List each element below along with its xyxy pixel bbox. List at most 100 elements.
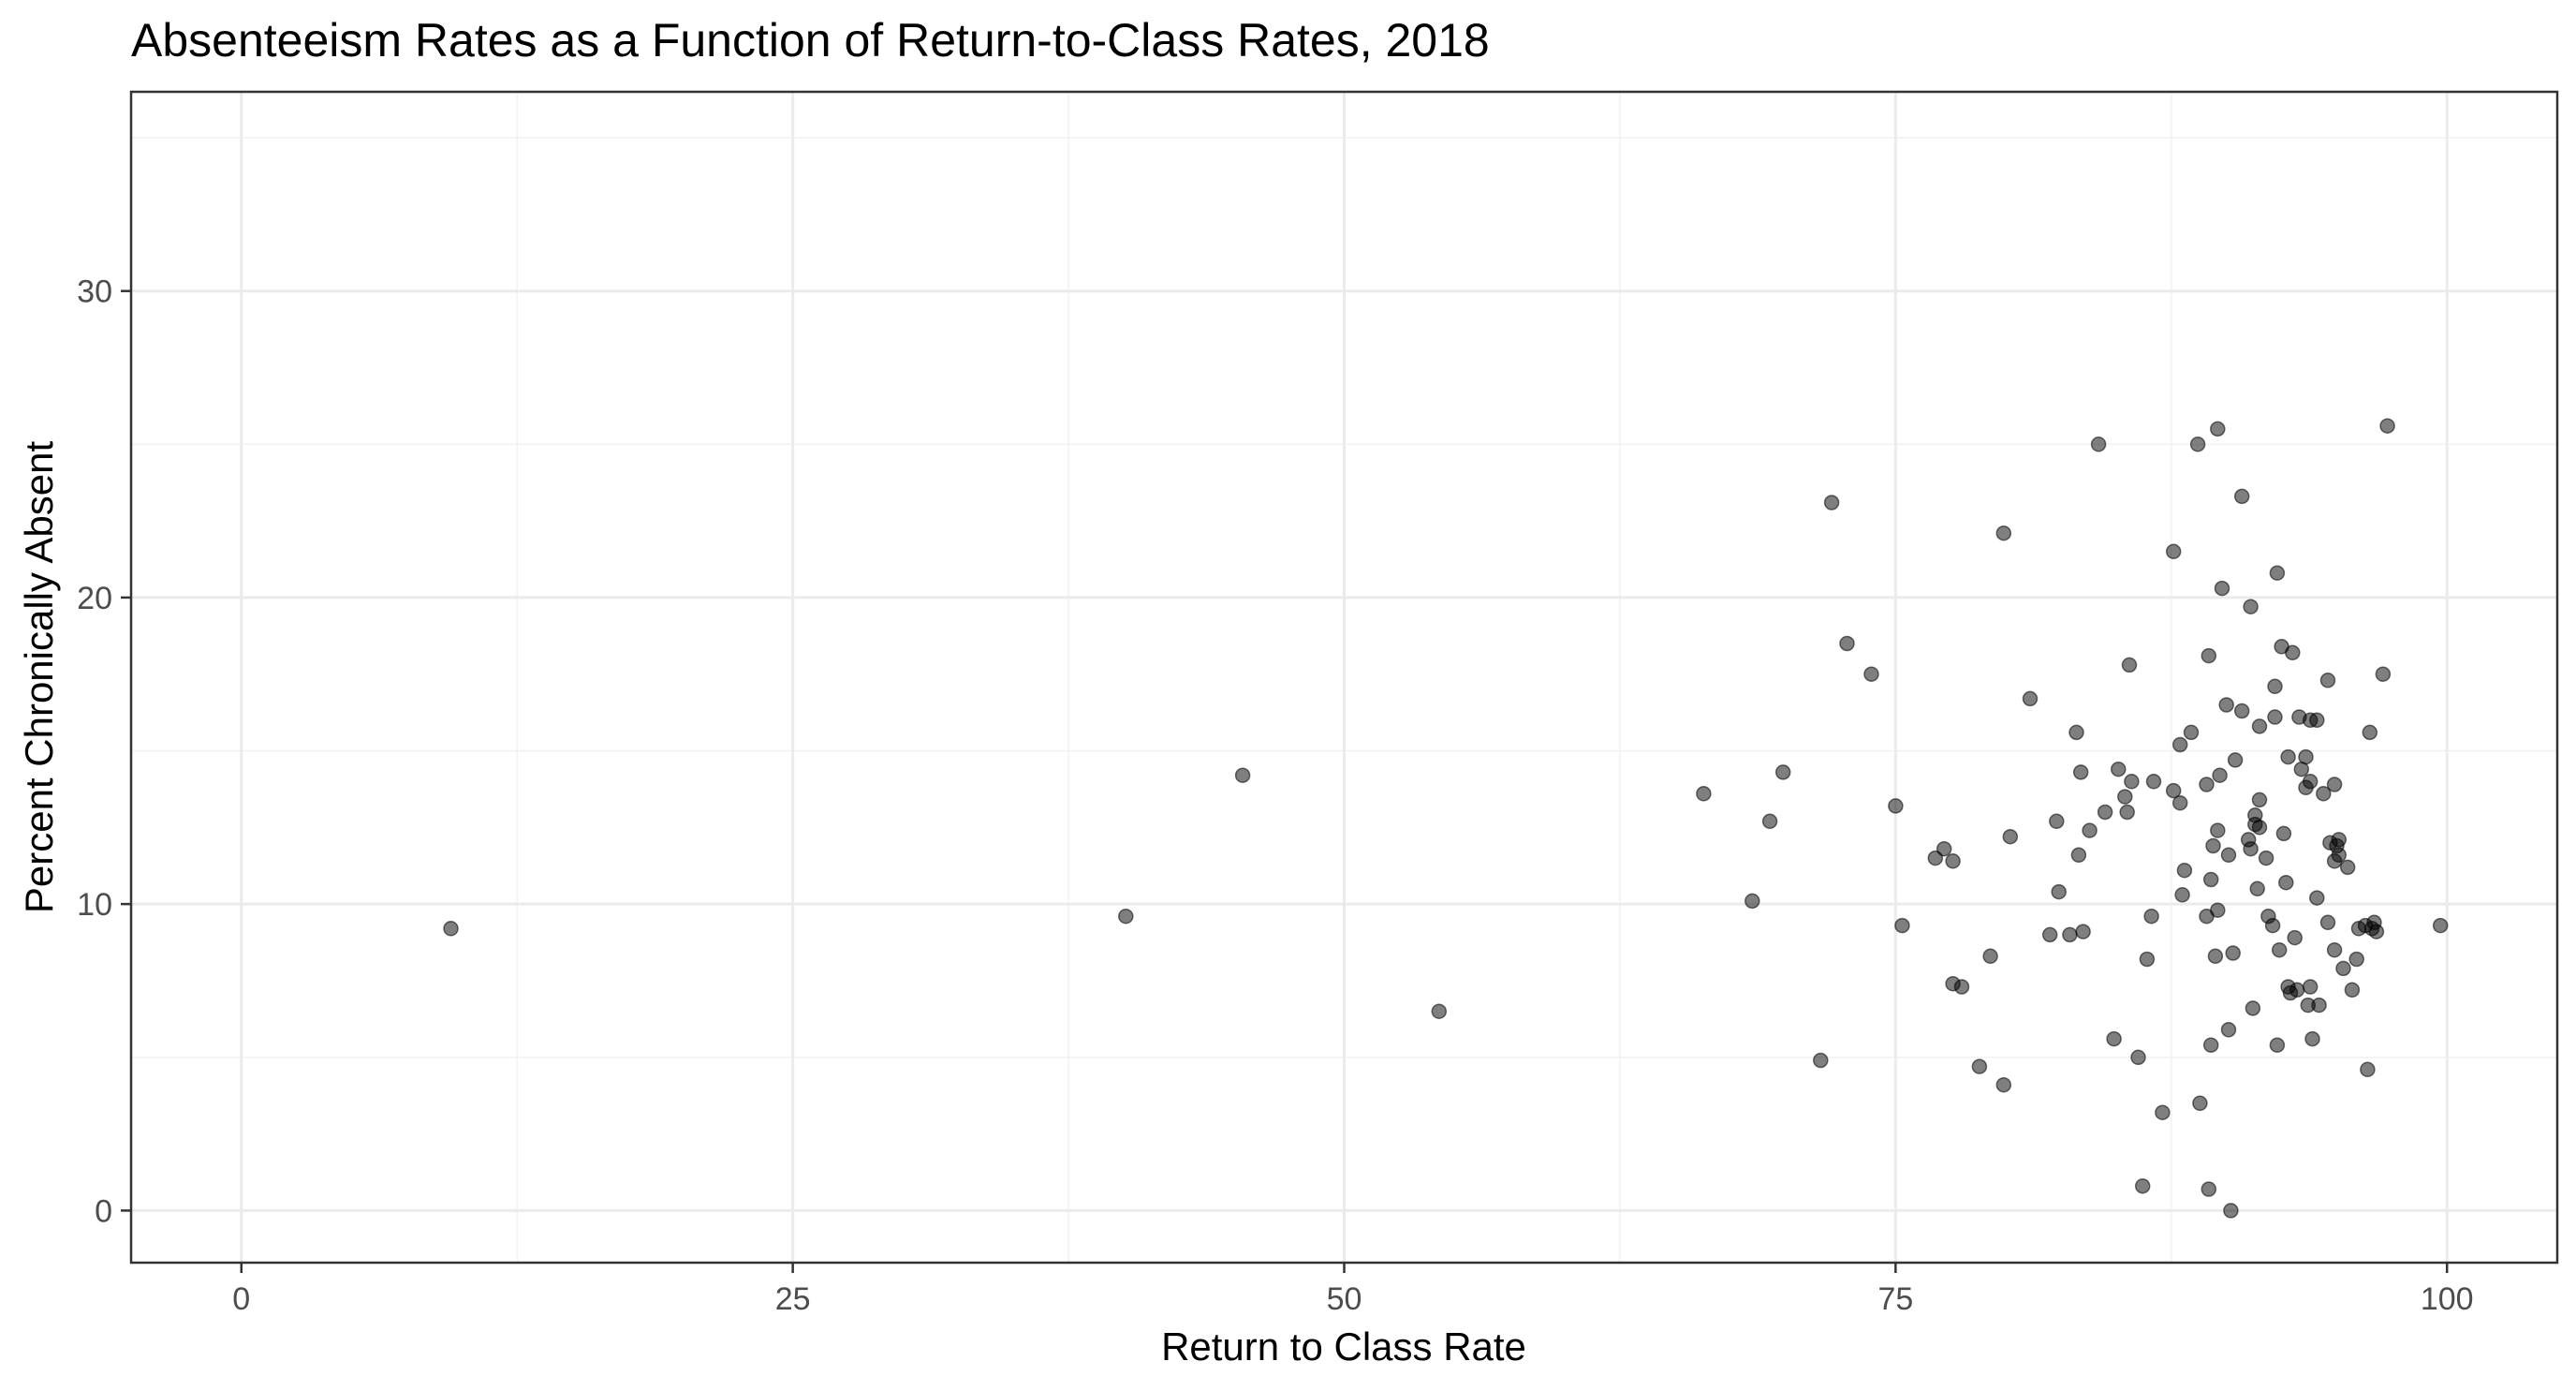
scatter-point [2124,774,2140,790]
scatter-point [2210,822,2226,838]
scatter-point [2233,488,2250,505]
scatter-point [2267,709,2283,725]
scatter-point [2130,1049,2146,1066]
scatter-point [2287,929,2303,946]
scatter-point [2145,774,2162,790]
scatter-point [443,921,459,937]
scatter-point [1995,525,2012,541]
y-tick-label: 20 [77,581,112,616]
scatter-point [2070,847,2087,864]
scatter-point [2134,1177,2151,1194]
scatter-point [1936,840,1952,857]
x-tick-label: 25 [775,1281,811,1317]
scatter-point [2249,880,2265,897]
scatter-point [1888,798,1904,814]
scatter-point [1945,853,1961,869]
scatter-point [2218,697,2234,713]
scatter-point [2041,926,2058,943]
scatter-point [2302,979,2318,995]
scatter-point [2319,914,2336,931]
scatter-point [2285,644,2301,661]
scatter-point [2117,789,2133,805]
scatter-point [2245,1000,2261,1016]
scatter-point [1971,1058,1988,1074]
scatter-point [2432,917,2449,934]
scatter-point [2082,822,2098,838]
scatter-point [2375,666,2392,682]
scatter-point [2165,543,2182,560]
scatter-point [1813,1052,1829,1069]
scatter-point [2278,874,2294,891]
scatter-point [2022,690,2039,707]
scatter-point [1863,666,1879,682]
x-axis-title: Return to Class Rate [1161,1324,1526,1369]
scatter-point [2227,752,2244,768]
scatter-point [2348,951,2364,968]
scatter-point [1953,979,1970,995]
scatter-point [2258,850,2274,866]
scatter-point [2379,418,2395,434]
scatter-point [2171,736,2188,753]
scatter-point [2176,862,2193,879]
scatter-point [2331,832,2348,848]
scatter-point [1431,1003,1448,1019]
scatter-point [1744,893,1760,910]
scatter-point [2143,908,2159,925]
scatter-point [1696,786,1712,802]
scatter-point [2002,828,2019,845]
x-tick-label: 75 [1877,1281,1913,1317]
chart-title: Absenteeism Rates as a Function of Retur… [131,14,1490,67]
scatter-point [2171,794,2188,811]
gridlines [131,92,2557,1263]
scatter-point [2368,924,2385,940]
scatter-point [2210,902,2226,918]
scatter-point [2201,1181,2217,1197]
scatter-point [2121,657,2138,673]
scatter-point [2202,1037,2219,1053]
scatter-point [2223,1203,2239,1219]
scatter-point [2199,777,2215,792]
x-tick-label: 50 [1327,1281,1362,1317]
scatter-point [2298,748,2314,765]
scatter-point [1927,850,1944,866]
scatter-point [2304,1030,2320,1047]
scatter-point [2068,724,2084,741]
x-tick-label: 100 [2421,1281,2474,1317]
scatter-point [1894,917,1910,934]
scatter-point [2289,982,2305,999]
scatter-point [2331,847,2348,864]
scatter-point [1982,948,1998,965]
scatter-point [2075,924,2091,940]
scatter-point [2201,647,2217,664]
scatter-point [2155,1104,2171,1120]
scatter-point [2309,890,2325,906]
scatter-point [2243,840,2259,857]
scatter-point [2139,951,2156,968]
scatter-point [2360,1061,2376,1078]
scatter-point [2220,847,2237,864]
scatter-point [2280,748,2296,765]
scatter-point [2264,917,2281,934]
scatter-point [2062,926,2078,943]
scatter-point [2275,825,2292,842]
scatter-point [2319,673,2336,688]
y-tick-label: 10 [77,887,112,923]
scatter-point [2243,599,2259,614]
scatter-point [2326,777,2343,792]
scatter-point [1839,635,1855,652]
scatter-point [2051,883,2067,900]
scatter-point [2225,945,2241,961]
scatter-point [2090,437,2107,452]
scatter-point [2344,982,2361,999]
axis-ticks [121,289,2449,1273]
scatter-point [2362,724,2378,741]
scatter-point [2326,941,2343,958]
scatter-point [2271,941,2288,958]
scatter-point [2335,960,2351,977]
scatter-point [2097,804,2113,821]
scatter-point [2220,1022,2237,1038]
x-tick-label: 0 [232,1281,250,1317]
scatter-point [2251,718,2268,734]
scatter-point [2339,859,2356,876]
scatter-point [1761,813,1778,830]
